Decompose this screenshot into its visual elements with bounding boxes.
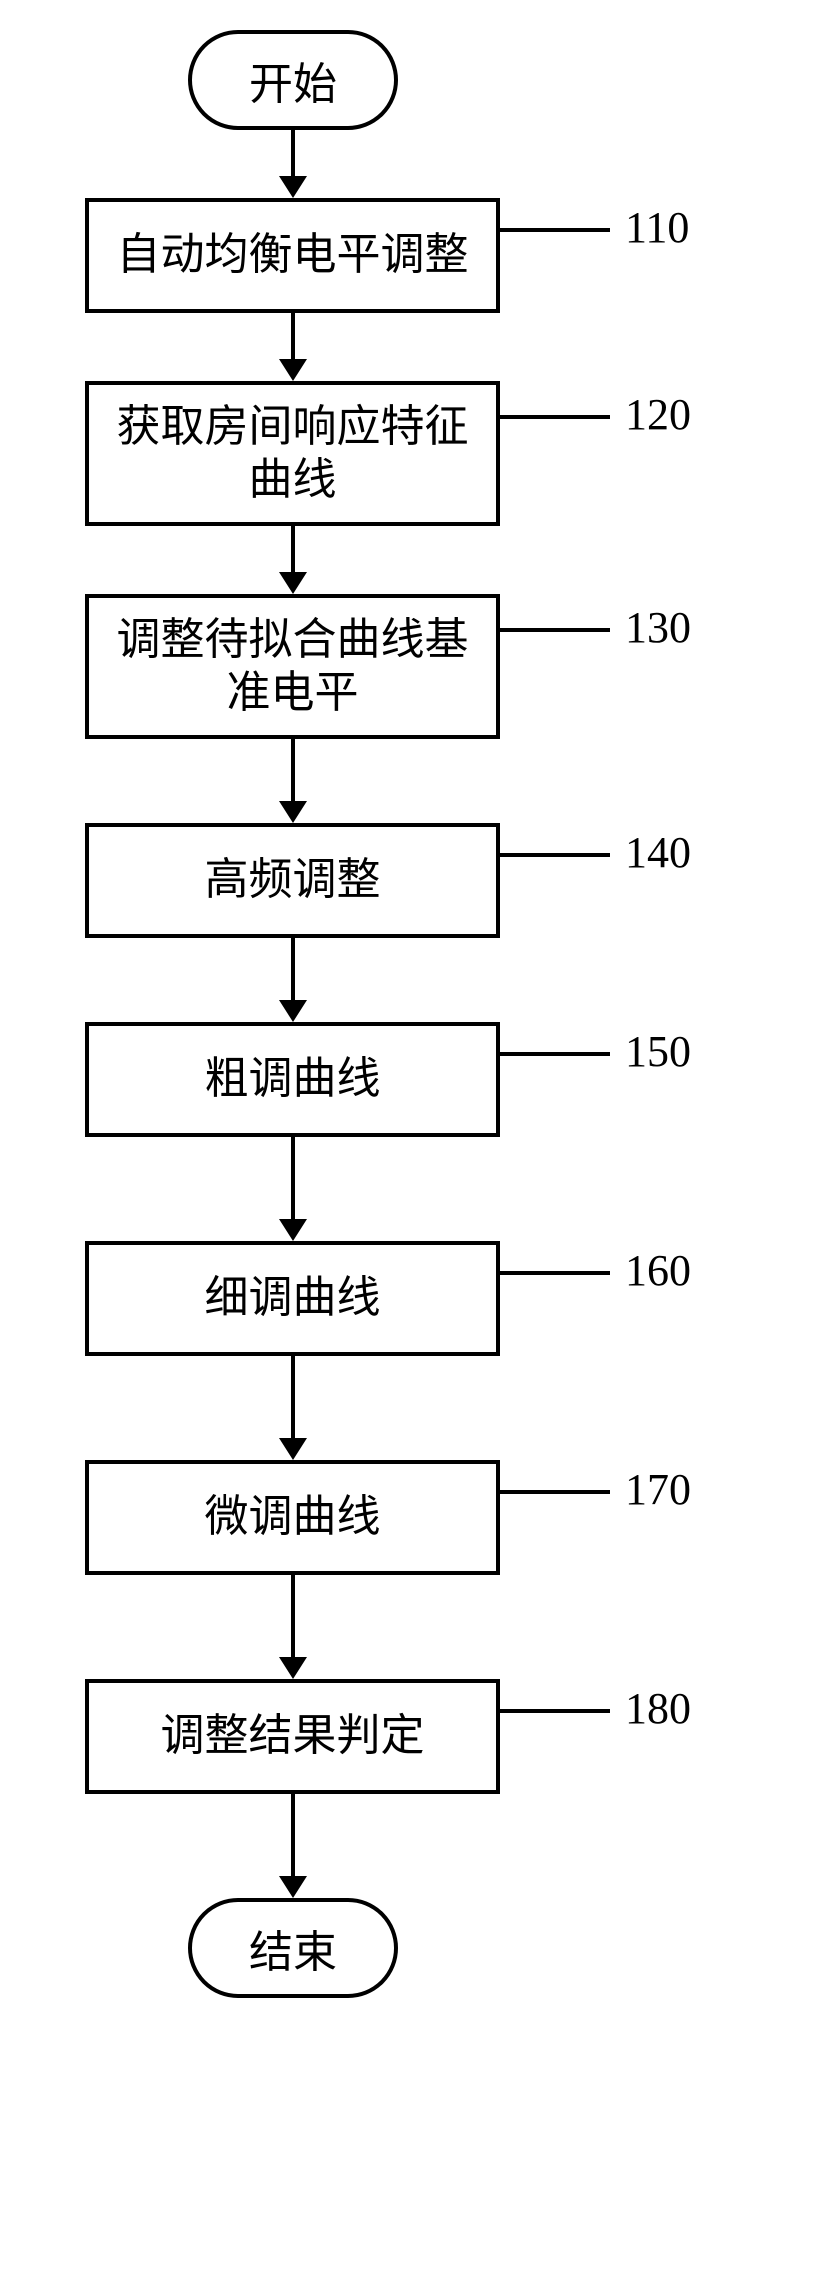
arrow-head [279,1876,307,1898]
arrow-head [279,572,307,594]
leader-150 [500,1052,610,1056]
arrow [291,739,295,801]
leader-180 [500,1709,610,1713]
process-150: 粗调曲线 [85,1022,500,1137]
arrow-head [279,1219,307,1241]
process-120: 获取房间响应特征 曲线 [85,381,500,526]
process-text: 细调曲线 [205,1272,381,1325]
start-terminator: 开始 [188,30,398,130]
process-130: 调整待拟合曲线基 准电平 [85,594,500,739]
arrow [291,1137,295,1219]
leader-140 [500,853,610,857]
ref-140: 140 [625,827,691,878]
ref-150: 150 [625,1026,691,1077]
leader-160 [500,1271,610,1275]
process-170: 微调曲线 [85,1460,500,1575]
arrow [291,1356,295,1438]
process-text: 调整结果判定 [161,1710,425,1763]
ref-130: 130 [625,602,691,653]
process-text: 微调曲线 [205,1491,381,1544]
arrow-head [279,801,307,823]
arrow-head [279,1438,307,1460]
arrow-head [279,1000,307,1022]
process-140: 高频调整 [85,823,500,938]
arrow-head [279,1657,307,1679]
end-terminator: 结束 [188,1898,398,1998]
process-180: 调整结果判定 [85,1679,500,1794]
process-text: 高频调整 [205,854,381,907]
leader-170 [500,1490,610,1494]
process-text: 粗调曲线 [205,1053,381,1106]
end-label: 结束 [249,1916,337,1980]
leader-130 [500,628,610,632]
process-text: 调整待拟合曲线基 准电平 [117,614,469,720]
arrow [291,938,295,1000]
arrow [291,130,295,176]
arrow [291,1794,295,1876]
ref-110: 110 [625,202,689,253]
ref-120: 120 [625,389,691,440]
arrow [291,526,295,572]
process-text: 获取房间响应特征 曲线 [117,401,469,507]
arrow [291,1575,295,1657]
arrow-head [279,359,307,381]
process-text: 自动均衡电平调整 [117,229,469,282]
start-label: 开始 [249,48,337,112]
ref-170: 170 [625,1464,691,1515]
ref-180: 180 [625,1683,691,1734]
leader-120 [500,415,610,419]
ref-160: 160 [625,1245,691,1296]
leader-110 [500,228,610,232]
process-110: 自动均衡电平调整 [85,198,500,313]
process-160: 细调曲线 [85,1241,500,1356]
arrow-head [279,176,307,198]
arrow [291,313,295,359]
